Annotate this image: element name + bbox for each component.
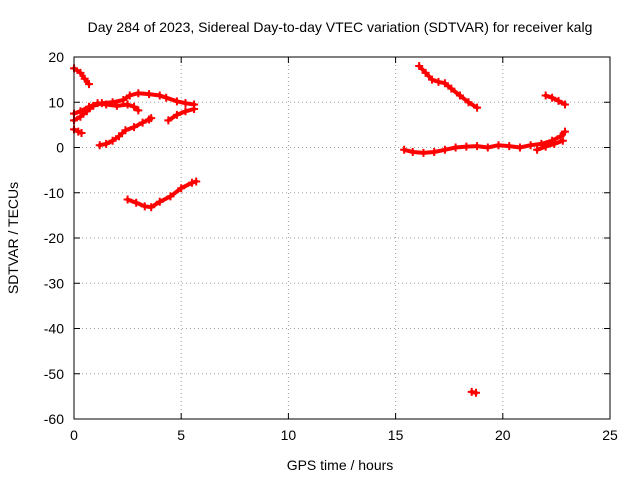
data-point — [556, 132, 565, 141]
data-point — [181, 99, 190, 108]
y-tick-label: -60 — [44, 411, 64, 427]
data-point — [85, 80, 94, 89]
data-trace — [166, 107, 197, 123]
data-point — [138, 118, 147, 127]
data-point — [147, 203, 156, 212]
data-point — [119, 95, 128, 104]
x-tick-label: 0 — [70, 427, 78, 443]
data-point — [419, 148, 428, 157]
data-point — [473, 103, 482, 112]
data-point — [155, 91, 164, 100]
x-tick-label: 5 — [177, 427, 185, 443]
y-tick-label: -10 — [44, 185, 64, 201]
data-point — [462, 142, 471, 151]
data-point — [85, 102, 94, 111]
data-point — [112, 101, 121, 110]
data-point — [187, 178, 196, 187]
data-point — [505, 142, 514, 151]
data-trace — [72, 66, 91, 87]
data-point — [147, 114, 156, 123]
data-point — [494, 141, 503, 150]
data-point — [166, 192, 175, 201]
y-tick-label: 0 — [56, 140, 64, 156]
y-tick-label: 10 — [48, 94, 64, 110]
data-point — [172, 97, 181, 106]
data-point — [447, 84, 456, 93]
x-tick-label: 20 — [495, 427, 511, 443]
data-point — [400, 145, 409, 154]
data-trace — [543, 93, 567, 107]
data-point — [130, 102, 139, 111]
data-point — [76, 68, 85, 77]
data-point — [550, 139, 559, 148]
x-tick-label: 15 — [388, 427, 404, 443]
data-trace — [535, 138, 565, 152]
data-point — [134, 89, 143, 98]
data-point — [428, 75, 437, 84]
data-point — [77, 129, 86, 138]
data-point — [190, 105, 199, 114]
data-point — [95, 141, 104, 150]
data-point — [415, 62, 424, 71]
y-tick-label: -40 — [44, 321, 64, 337]
data-point — [102, 139, 111, 148]
data-point — [560, 100, 569, 109]
data-point — [134, 106, 143, 115]
data-point — [76, 107, 85, 116]
data-point — [102, 100, 111, 109]
chart-title: Day 284 of 2023, Sidereal Day-to-day VTE… — [88, 19, 593, 35]
data-point — [421, 68, 430, 77]
data-point — [132, 198, 141, 207]
x-tick-label: 10 — [281, 427, 297, 443]
data-point — [560, 127, 569, 136]
data-point — [434, 77, 443, 86]
data-point — [526, 141, 535, 150]
y-axis-label: SDTVAR / TECUs — [5, 182, 21, 294]
data-point — [472, 388, 480, 397]
y-tick-label: -50 — [44, 366, 64, 382]
data-point — [155, 197, 164, 206]
data-point — [541, 142, 550, 151]
data-point — [162, 93, 171, 102]
axis-ticks: 0 5 10 15 20 25 -60 -50 -40 -30 -20 -10 0 10 20 — [44, 49, 618, 443]
data-point — [192, 177, 201, 186]
data-point — [121, 126, 130, 135]
data-point — [172, 110, 181, 119]
data-point — [145, 90, 154, 99]
data-point — [440, 79, 449, 88]
data-point — [430, 148, 439, 157]
data-point — [164, 116, 173, 125]
data-point — [115, 132, 124, 141]
y-tick-label: -20 — [44, 230, 64, 246]
data-point — [130, 123, 139, 132]
grid-lines — [74, 57, 610, 419]
data-point — [515, 143, 524, 152]
data-point — [483, 143, 492, 152]
data-point — [554, 96, 563, 105]
data-point — [93, 99, 102, 108]
data-point — [533, 145, 542, 154]
data-point — [541, 91, 550, 100]
data-point — [455, 91, 464, 100]
data-point — [108, 136, 117, 145]
data-point — [464, 98, 473, 107]
data-point — [177, 184, 186, 193]
data-point — [451, 143, 460, 152]
data-point — [473, 142, 482, 151]
x-tick-label: 25 — [602, 427, 618, 443]
data-point — [125, 91, 134, 100]
data-point — [123, 100, 132, 109]
data-point — [440, 145, 449, 154]
y-tick-label: -30 — [44, 275, 64, 291]
y-tick-label: 20 — [48, 49, 64, 65]
data-point — [123, 195, 132, 204]
data-point — [181, 107, 190, 116]
data-point — [558, 136, 567, 145]
data-point — [548, 93, 557, 102]
data-point — [408, 148, 417, 157]
data-traces — [70, 62, 569, 397]
x-axis-label: GPS time / hours — [287, 457, 394, 473]
data-point — [80, 74, 89, 83]
